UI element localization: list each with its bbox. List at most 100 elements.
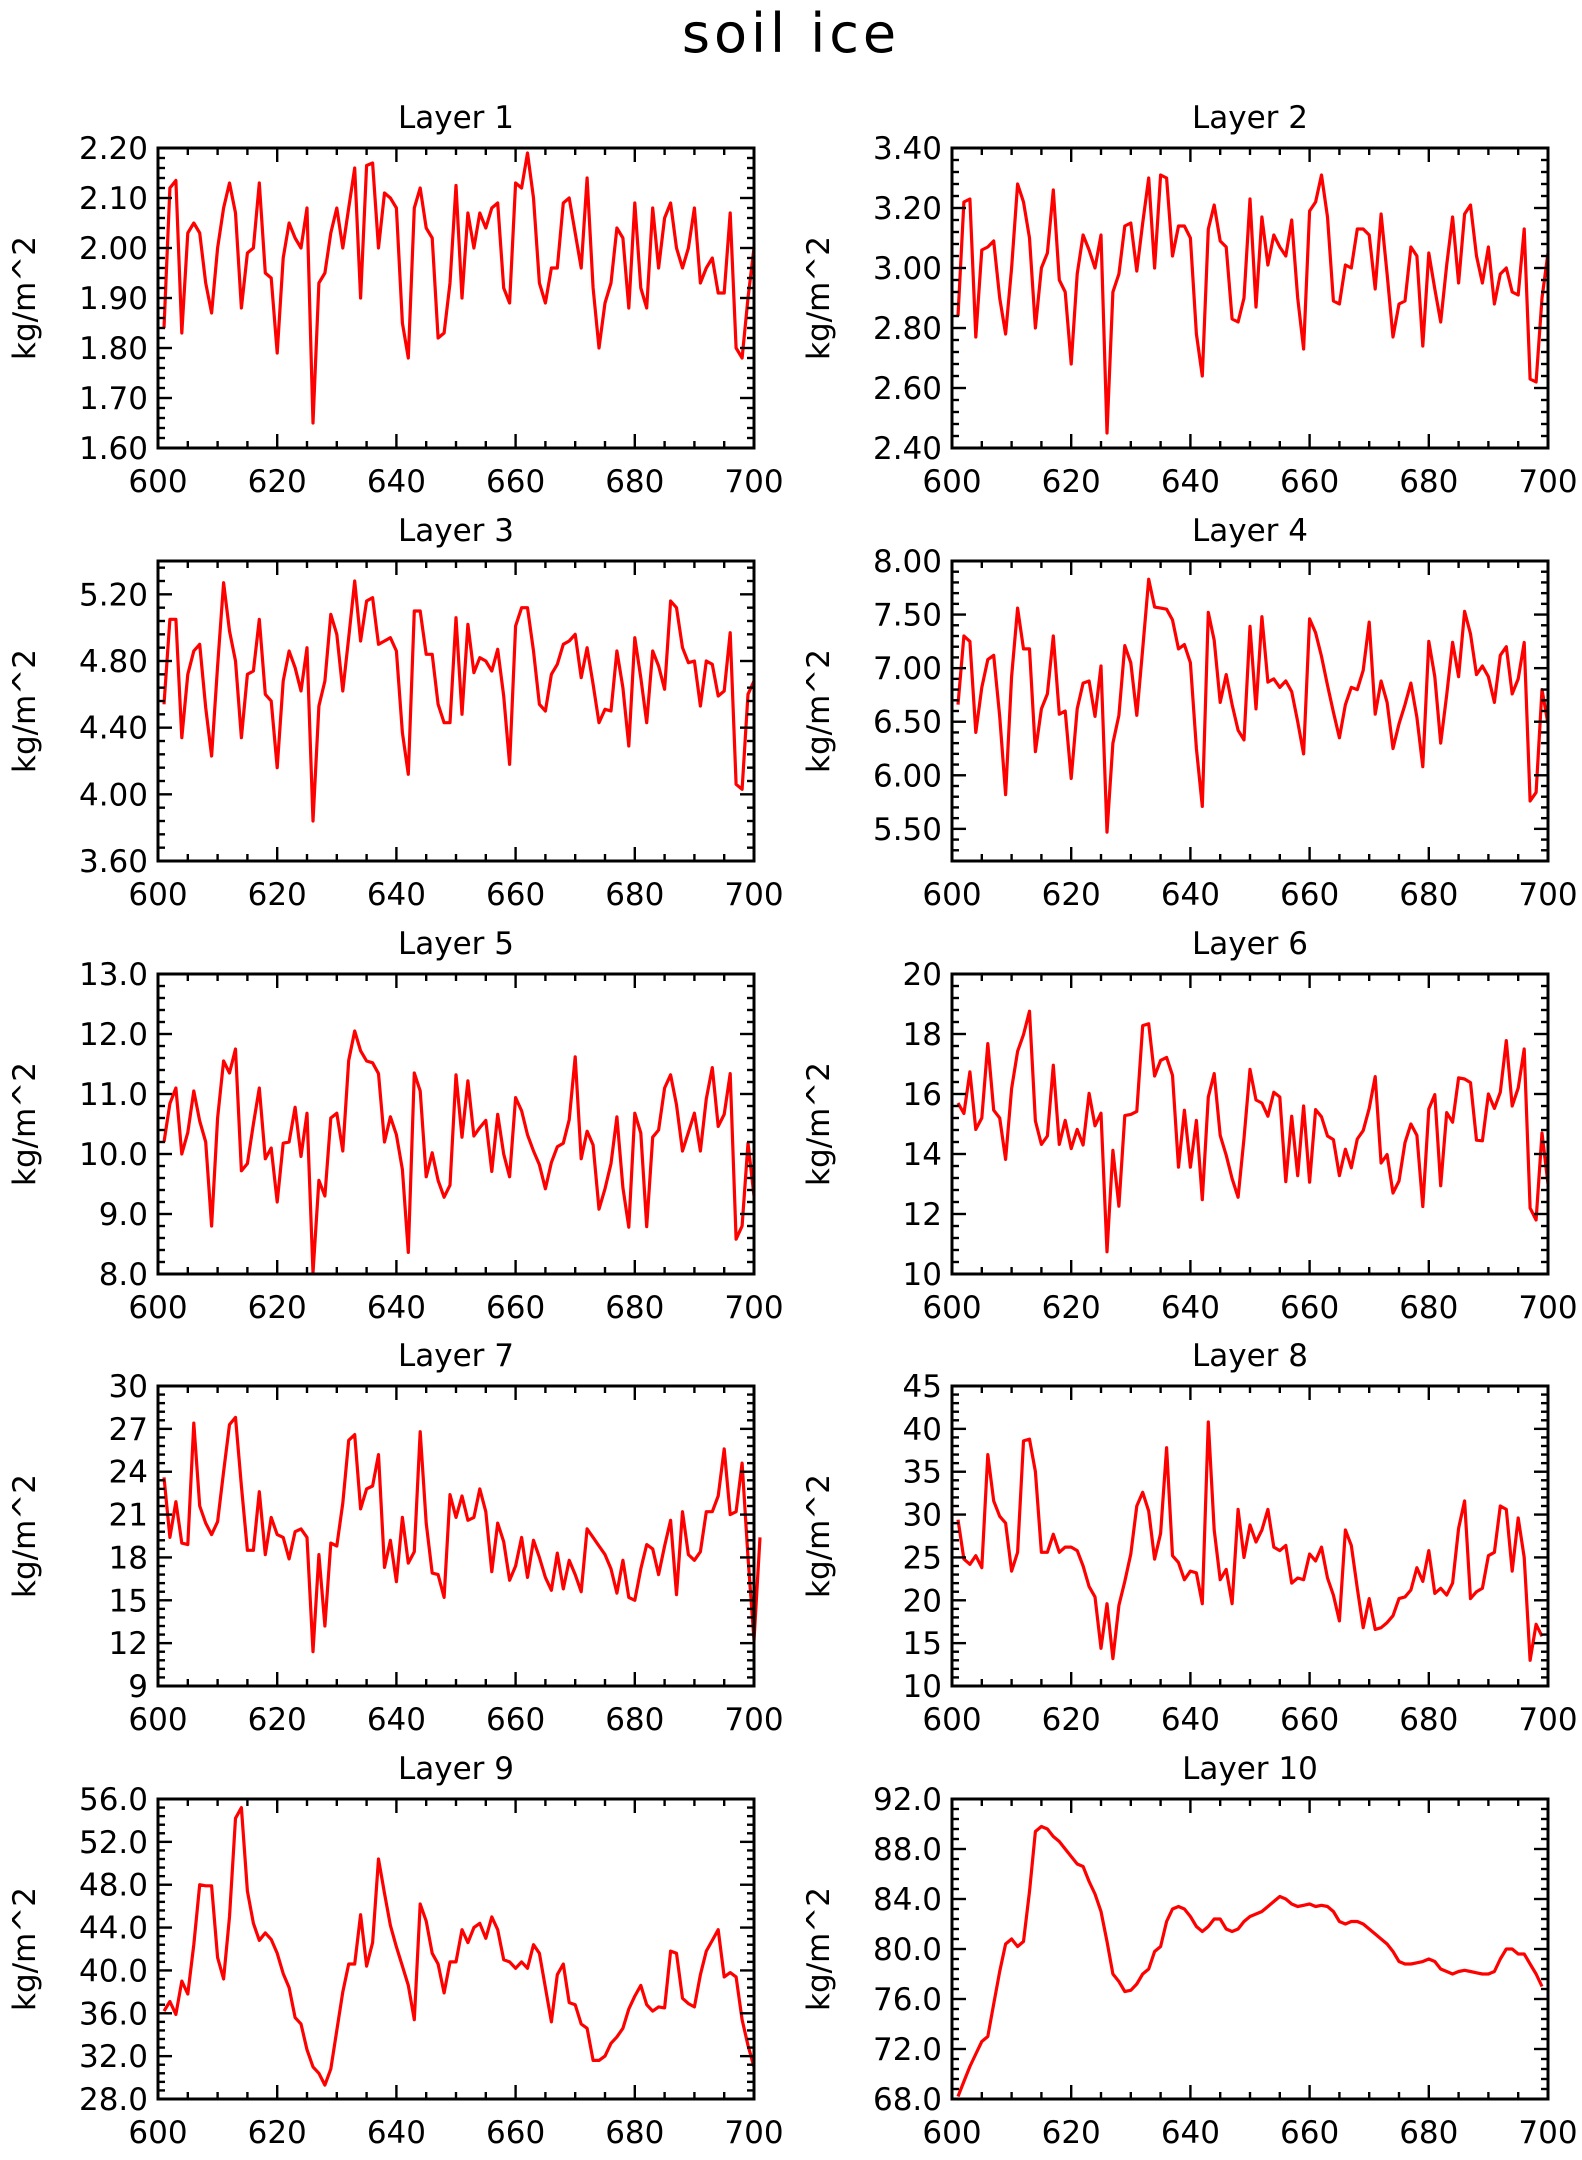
y-tick-label: 1.70 xyxy=(79,381,148,417)
chart-panel-layer-3: Layer 3 kg/m^2 600 620 640 660 680 700 3.60 4.00 4… xyxy=(7,513,784,913)
y-tick-label: 16 xyxy=(903,1077,942,1113)
y-tick-label: 12.0 xyxy=(79,1017,148,1053)
x-tick-label: 700 xyxy=(1518,1290,1577,1326)
y-tick-label: 2.20 xyxy=(79,131,148,167)
x-tick-label: 600 xyxy=(922,464,981,500)
y-tick-label: 2.40 xyxy=(873,431,942,467)
x-tick-label: 700 xyxy=(724,464,783,500)
y-tick-label: 72.0 xyxy=(873,2032,942,2068)
y-tick-label: 40 xyxy=(903,1412,942,1448)
chart-panel-layer-10: Layer 10 kg/m^2 600 620 640 660 680 700 68.0 72.0… xyxy=(801,1751,1578,2151)
x-tick-label: 620 xyxy=(1042,1702,1101,1738)
y-tick-label: 1.60 xyxy=(79,431,148,467)
y-tick-label: 5.50 xyxy=(873,812,942,848)
panel-title: Layer 2 xyxy=(1192,100,1308,136)
x-tick-label: 700 xyxy=(1518,464,1577,500)
y-tick-label: 15 xyxy=(903,1626,942,1662)
y-tick-label: 2.10 xyxy=(79,181,148,217)
panel-title: Layer 4 xyxy=(1192,513,1308,549)
y-tick-label: 10 xyxy=(903,1257,942,1293)
x-tick-label: 680 xyxy=(605,877,664,913)
panel-title: Layer 1 xyxy=(398,100,514,136)
x-tick-label: 640 xyxy=(1161,1702,1220,1738)
y-axis-label: kg/m^2 xyxy=(7,1887,43,2011)
x-tick-label: 660 xyxy=(486,464,545,500)
y-tick-label: 12 xyxy=(903,1197,942,1233)
y-tick-label: 76.0 xyxy=(873,1982,942,2018)
y-tick-label: 11.0 xyxy=(79,1077,148,1113)
y-tick-label: 27 xyxy=(109,1412,148,1448)
x-tick-label: 600 xyxy=(922,2115,981,2151)
y-tick-label: 5.20 xyxy=(79,577,148,613)
x-tick-label: 640 xyxy=(1161,2115,1220,2151)
series-line-layer-6 xyxy=(956,1009,1550,1254)
y-tick-label: 48.0 xyxy=(79,1868,148,1904)
y-tick-label: 12 xyxy=(109,1626,148,1662)
x-tick-label: 660 xyxy=(1280,877,1339,913)
x-tick-label: 620 xyxy=(248,2115,307,2151)
y-tick-label: 35 xyxy=(903,1455,942,1491)
x-tick-label: 600 xyxy=(128,877,187,913)
chart-panel-layer-4: Layer 4 kg/m^2 600 620 640 660 680 700 5.50 6.00 6… xyxy=(801,513,1578,913)
x-tick-label: 620 xyxy=(1042,464,1101,500)
y-tick-label: 8.00 xyxy=(873,544,942,580)
x-tick-label: 640 xyxy=(367,877,426,913)
y-tick-label: 4.00 xyxy=(79,777,148,813)
x-tick-label: 600 xyxy=(128,1702,187,1738)
x-tick-label: 600 xyxy=(128,464,187,500)
y-tick-label: 52.0 xyxy=(79,1825,148,1861)
y-tick-label: 88.0 xyxy=(873,1832,942,1868)
x-tick-label: 680 xyxy=(605,1702,664,1738)
plot-frame xyxy=(950,1797,1550,2101)
x-tick-label: 620 xyxy=(248,1702,307,1738)
y-tick-label: 18 xyxy=(109,1540,148,1576)
y-tick-label: 1.90 xyxy=(79,281,148,317)
figure-title: soil ice xyxy=(682,2,900,65)
y-axis-label: kg/m^2 xyxy=(7,1062,43,1186)
x-tick-label: 620 xyxy=(248,1290,307,1326)
y-tick-label: 4.80 xyxy=(79,644,148,680)
x-tick-label: 660 xyxy=(1280,1702,1339,1738)
y-tick-label: 44.0 xyxy=(79,1911,148,1947)
x-tick-label: 680 xyxy=(1399,2115,1458,2151)
x-tick-label: 700 xyxy=(724,2115,783,2151)
x-tick-label: 700 xyxy=(1518,1702,1577,1738)
x-tick-label: 620 xyxy=(1042,1290,1101,1326)
y-tick-label: 45 xyxy=(903,1369,942,1405)
y-tick-label: 8.0 xyxy=(99,1257,148,1293)
plot-frame xyxy=(156,972,756,1276)
y-tick-label: 25 xyxy=(903,1540,942,1576)
plot-frame xyxy=(950,146,1550,450)
y-axis-label: kg/m^2 xyxy=(7,649,43,773)
y-tick-label: 9.0 xyxy=(99,1197,148,1233)
y-tick-label: 84.0 xyxy=(873,1882,942,1918)
y-tick-label: 10 xyxy=(903,1669,942,1705)
x-tick-label: 620 xyxy=(1042,877,1101,913)
x-tick-label: 640 xyxy=(367,2115,426,2151)
x-tick-label: 640 xyxy=(1161,877,1220,913)
x-tick-label: 640 xyxy=(367,464,426,500)
y-tick-label: 28.0 xyxy=(79,2082,148,2118)
y-tick-label: 92.0 xyxy=(873,1782,942,1818)
y-tick-label: 40.0 xyxy=(79,1953,148,1989)
panel-title: Layer 10 xyxy=(1182,1751,1318,1787)
x-tick-label: 600 xyxy=(128,1290,187,1326)
plot-frame xyxy=(156,559,756,863)
x-tick-label: 660 xyxy=(486,1290,545,1326)
x-tick-label: 640 xyxy=(367,1290,426,1326)
x-tick-label: 700 xyxy=(724,1702,783,1738)
plot-frame xyxy=(156,1797,756,2101)
x-tick-label: 620 xyxy=(248,464,307,500)
y-tick-label: 6.00 xyxy=(873,758,942,794)
y-tick-label: 6.50 xyxy=(873,705,942,741)
chart-panel-layer-2: Layer 2 kg/m^2 600 620 640 660 680 700 2.40 2.60 2… xyxy=(801,100,1578,500)
y-tick-label: 3.00 xyxy=(873,251,942,287)
y-tick-label: 7.00 xyxy=(873,651,942,687)
panel-title: Layer 6 xyxy=(1192,926,1308,962)
x-tick-label: 600 xyxy=(922,1702,981,1738)
chart-panel-layer-6: Layer 6 kg/m^2 600 620 640 660 680 700 10 12 14 16 1… xyxy=(801,926,1578,1326)
panel-title: Layer 3 xyxy=(398,513,514,549)
x-tick-label: 620 xyxy=(248,877,307,913)
x-tick-label: 660 xyxy=(486,877,545,913)
y-axis-label: kg/m^2 xyxy=(7,236,43,360)
